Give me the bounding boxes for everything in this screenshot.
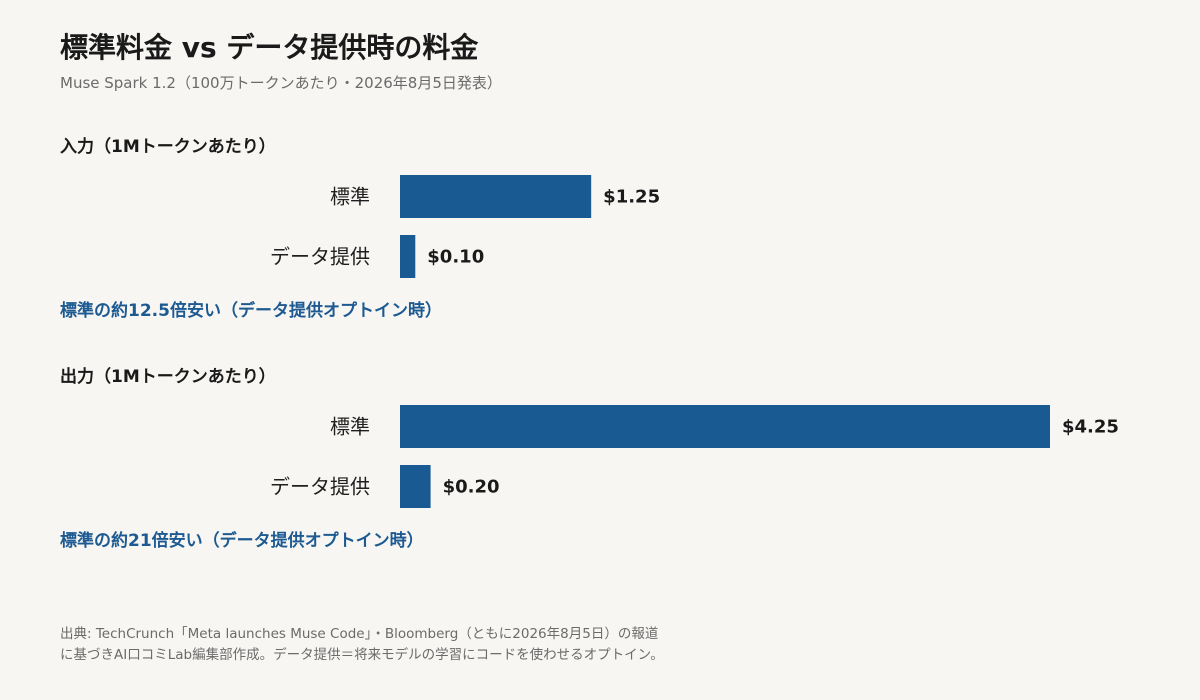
output-data-provided-label: データ提供 xyxy=(270,475,370,499)
output-savings-note: 標準の約21倍安い（データ提供オプトイン時） xyxy=(60,531,424,551)
input-data-provided-bar xyxy=(400,235,416,278)
output-data-provided-bar xyxy=(400,465,431,508)
source-line-2: に基づきAI口コミLab編集部作成。データ提供＝将来モデルの学習にコードを使わせ… xyxy=(60,647,664,663)
output-data-provided-value-label: $0.20 xyxy=(443,477,500,498)
input-data-provided-label: データ提供 xyxy=(270,245,370,269)
source-note: 出典: TechCrunch「Meta launches Muse Code」・… xyxy=(60,624,664,666)
input-standard-label: 標準 xyxy=(330,185,370,209)
input-data-provided-value-label: $0.10 xyxy=(427,247,484,268)
bar-chart: 標準 $1.25 データ提供 $0.10 標準 $4.25 データ提供 $0.20 xyxy=(270,175,1119,508)
output-standard-value-label: $4.25 xyxy=(1062,417,1119,438)
source-line-1: 出典: TechCrunch「Meta launches Muse Code」・… xyxy=(60,626,659,642)
input-section-title: 入力（1Mトークンあたり） xyxy=(60,137,276,157)
chart-title: 標準料金 vs データ提供時の料金 xyxy=(60,31,479,64)
chart-subtitle: Muse Spark 1.2（100万トークンあたり・2026年8月5日発表） xyxy=(60,74,502,92)
output-section-title: 出力（1Mトークンあたり） xyxy=(60,367,276,387)
input-standard-bar xyxy=(400,175,592,218)
output-standard-bar xyxy=(400,405,1050,448)
input-standard-value-label: $1.25 xyxy=(603,187,660,208)
input-savings-note: 標準の約12.5倍安い（データ提供オプトイン時） xyxy=(60,301,442,321)
output-standard-label: 標準 xyxy=(330,415,370,439)
